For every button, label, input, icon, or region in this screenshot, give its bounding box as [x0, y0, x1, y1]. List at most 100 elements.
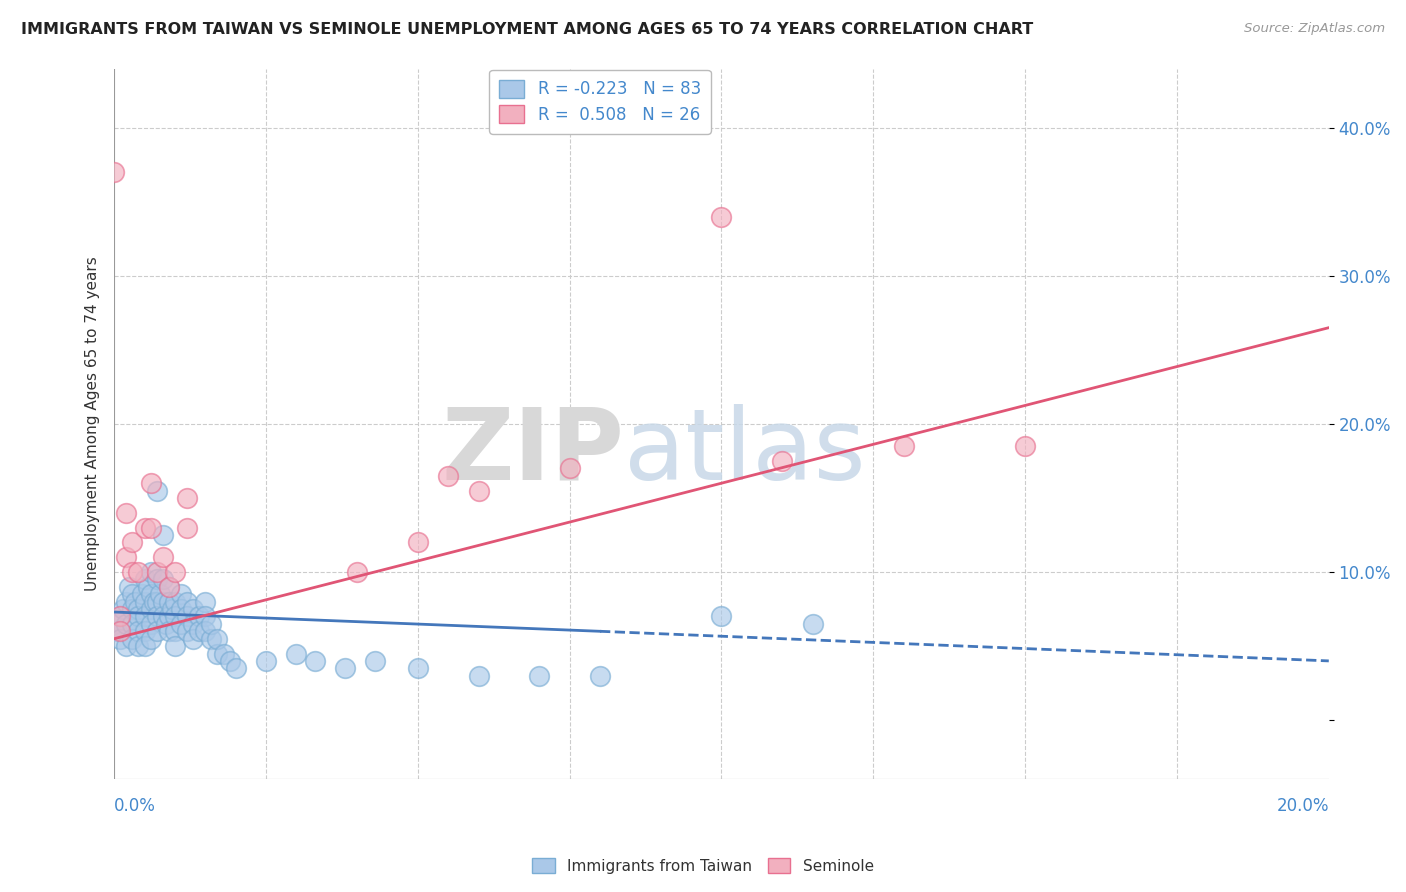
Point — [188, 624, 211, 639]
Point — [152, 595, 174, 609]
Point — [134, 639, 156, 653]
Point — [304, 654, 326, 668]
Text: 0.0%: 0.0% — [114, 797, 156, 815]
Point — [134, 624, 156, 639]
Point — [134, 573, 156, 587]
Point — [157, 624, 180, 639]
Point — [121, 587, 143, 601]
Point — [710, 609, 733, 624]
Point — [145, 565, 167, 579]
Point — [149, 587, 172, 601]
Point — [467, 483, 489, 498]
Text: Source: ZipAtlas.com: Source: ZipAtlas.com — [1244, 22, 1385, 36]
Point — [406, 661, 429, 675]
Point — [155, 616, 177, 631]
Point — [710, 210, 733, 224]
Point — [333, 661, 356, 675]
Point — [115, 550, 138, 565]
Point — [110, 609, 132, 624]
Point — [115, 639, 138, 653]
Point — [121, 602, 143, 616]
Point — [157, 609, 180, 624]
Text: IMMIGRANTS FROM TAIWAN VS SEMINOLE UNEMPLOYMENT AMONG AGES 65 TO 74 YEARS CORREL: IMMIGRANTS FROM TAIWAN VS SEMINOLE UNEMP… — [21, 22, 1033, 37]
Point — [364, 654, 387, 668]
Point — [176, 521, 198, 535]
Point — [200, 616, 222, 631]
Point — [115, 506, 138, 520]
Point — [139, 602, 162, 616]
Point — [115, 595, 138, 609]
Point — [139, 521, 162, 535]
Point — [254, 654, 277, 668]
Point — [112, 602, 135, 616]
Point — [124, 595, 146, 609]
Point — [558, 461, 581, 475]
Point — [176, 624, 198, 639]
Point — [103, 165, 125, 179]
Point — [176, 491, 198, 505]
Point — [437, 468, 460, 483]
Point — [121, 565, 143, 579]
Point — [163, 609, 186, 624]
Point — [163, 624, 186, 639]
Point — [134, 609, 156, 624]
Point — [127, 602, 149, 616]
Point — [207, 647, 229, 661]
Point — [181, 616, 204, 631]
Point — [160, 602, 183, 616]
Point — [163, 565, 186, 579]
Y-axis label: Unemployment Among Ages 65 to 74 years: Unemployment Among Ages 65 to 74 years — [86, 257, 100, 591]
Point — [200, 632, 222, 646]
Point — [131, 587, 153, 601]
Point — [801, 616, 824, 631]
Point — [770, 454, 793, 468]
Point — [110, 632, 132, 646]
Point — [194, 609, 217, 624]
Point — [145, 573, 167, 587]
Point — [188, 609, 211, 624]
Point — [115, 616, 138, 631]
Point — [136, 580, 159, 594]
Point — [589, 669, 612, 683]
Point — [218, 654, 240, 668]
Point — [152, 573, 174, 587]
Point — [225, 661, 247, 675]
Point — [134, 521, 156, 535]
Point — [285, 647, 308, 661]
Point — [163, 595, 186, 609]
Point — [139, 587, 162, 601]
Point — [170, 602, 193, 616]
Legend: Immigrants from Taiwan, Seminole: Immigrants from Taiwan, Seminole — [526, 852, 880, 880]
Point — [139, 632, 162, 646]
Point — [194, 595, 217, 609]
Point — [110, 624, 132, 639]
Point — [893, 439, 915, 453]
Point — [145, 483, 167, 498]
Point — [134, 595, 156, 609]
Point — [170, 616, 193, 631]
Point — [142, 595, 165, 609]
Point — [194, 624, 217, 639]
Point — [157, 595, 180, 609]
Point — [152, 550, 174, 565]
Point — [139, 616, 162, 631]
Point — [105, 624, 128, 639]
Point — [103, 616, 125, 631]
Point — [127, 624, 149, 639]
Point — [163, 639, 186, 653]
Point — [181, 632, 204, 646]
Point — [121, 616, 143, 631]
Point — [127, 639, 149, 653]
Text: atlas: atlas — [624, 404, 866, 501]
Point — [145, 624, 167, 639]
Point — [127, 565, 149, 579]
Point — [139, 565, 162, 579]
Point — [139, 476, 162, 491]
Text: 20.0%: 20.0% — [1277, 797, 1329, 815]
Point — [212, 647, 235, 661]
Point — [207, 632, 229, 646]
Point — [176, 609, 198, 624]
Point — [127, 609, 149, 624]
Point — [145, 595, 167, 609]
Point — [181, 602, 204, 616]
